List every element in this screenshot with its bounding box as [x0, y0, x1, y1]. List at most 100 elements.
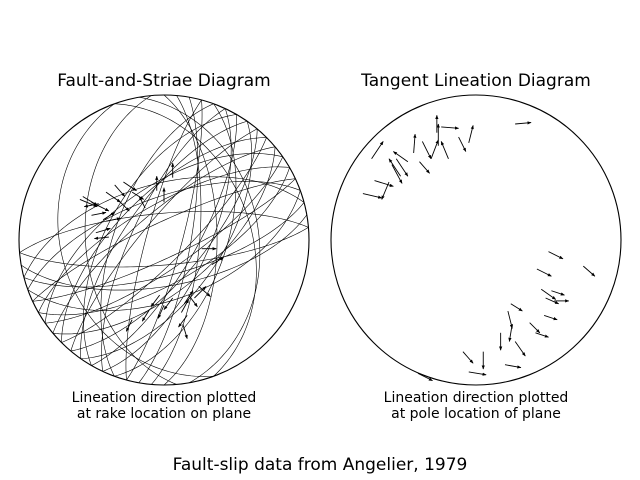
- striae-arrow: [211, 257, 224, 266]
- fault-plane-great-circle: [70, 128, 258, 352]
- striae-arrow: [79, 198, 98, 208]
- striae-arrow: [114, 184, 126, 197]
- striae-arrow: [93, 236, 109, 240]
- striae-arrow: [123, 181, 137, 192]
- lineation-arrow: [468, 125, 474, 143]
- fault-plane-great-circle: [83, 114, 237, 366]
- fault-striae-title: Fault-and-Striae Diagram: [57, 71, 271, 91]
- lineation-arrow: [544, 314, 558, 321]
- fault-plane-great-circle: [102, 108, 232, 372]
- fault-plane-great-circle: [19, 227, 309, 268]
- fault-plane-great-circle: [27, 181, 301, 290]
- striae-arrow: [95, 227, 111, 234]
- fault-plane-great-circle: [21, 214, 308, 291]
- lineation-arrow: [430, 139, 439, 159]
- striae-arrow: [163, 297, 174, 310]
- striae-arrow: [82, 196, 98, 206]
- striae-arrow: [194, 286, 207, 299]
- striae-arrow: [178, 315, 188, 328]
- lineation-arrow: [362, 193, 383, 199]
- lineation-arrow: [540, 288, 557, 300]
- lineation-arrow: [507, 310, 513, 329]
- lineation-arrow: [393, 151, 409, 163]
- fault-plane-great-circle: [114, 103, 237, 377]
- fault-plane-great-circle: [32, 178, 296, 302]
- lineation-arrow: [508, 324, 513, 342]
- lineation-arrow: [458, 136, 467, 152]
- striae-arrows-layer: [79, 162, 224, 339]
- striae-arrow: [150, 294, 161, 308]
- fault-planes-layer: [19, 95, 309, 385]
- lineation-arrow: [510, 303, 523, 312]
- striae-arrow: [91, 211, 107, 216]
- tangent-lineation-caption-line-2: at pole location of plane: [391, 406, 561, 422]
- lineation-arrow: [462, 351, 474, 364]
- lineation-arrow: [504, 364, 522, 369]
- striae-arrow: [102, 212, 116, 221]
- fault-plane-great-circle: [70, 128, 258, 352]
- lineation-arrow: [421, 141, 432, 160]
- fault-plane-great-circle: [52, 146, 276, 335]
- fault-plane-great-circle: [101, 108, 226, 372]
- fault-plane-great-circle: [100, 103, 214, 377]
- striae-arrow: [157, 305, 165, 319]
- fault-plane-great-circle: [52, 146, 276, 334]
- fault-striae-panel: Fault-and-Striae Diagram Lineation direc…: [18, 71, 310, 422]
- fault-plane-great-circle: [126, 99, 203, 381]
- stereonet-primitive-circle-left: [18, 94, 310, 386]
- fault-striae-caption-line-1: Lineation direction plotted: [72, 390, 257, 406]
- lineation-arrow: [515, 121, 532, 125]
- fault-plane-great-circle: [61, 137, 267, 343]
- tangent-lineation-caption-line-1: Lineation direction plotted: [384, 390, 569, 406]
- tangent-lineation-panel: Tangent Lineation Diagram Lineation dire…: [330, 71, 622, 422]
- striae-arrow: [138, 196, 146, 209]
- fault-plane-great-circle: [61, 137, 267, 343]
- lineation-arrow: [413, 133, 417, 154]
- lineation-arrow: [551, 290, 565, 296]
- fault-plane-great-circle: [138, 96, 261, 384]
- lineation-arrow: [514, 341, 526, 357]
- stereonet-primitive-circle-right: [330, 94, 622, 386]
- fault-plane-great-circle: [44, 153, 283, 324]
- lineation-arrow: [468, 371, 487, 376]
- fault-plane-great-circle: [23, 176, 305, 278]
- fault-plane-great-circle: [138, 97, 199, 383]
- striae-arrow: [181, 299, 190, 313]
- fault-plane-great-circle: [27, 190, 301, 311]
- lineation-arrow: [548, 251, 564, 260]
- striae-arrow: [117, 199, 130, 212]
- lineation-arrow: [536, 268, 552, 277]
- lineation-arrow: [395, 158, 409, 177]
- fault-plane-great-circle: [19, 211, 309, 253]
- lineation-arrow: [441, 126, 460, 130]
- fault-plane-great-circle: [84, 95, 177, 385]
- striae-arrow: [182, 323, 188, 339]
- striae-arrow: [125, 319, 133, 332]
- lineation-arrow: [535, 332, 549, 338]
- lineation-arrow: [371, 141, 384, 160]
- striae-arrow: [198, 286, 211, 297]
- lineation-arrow: [440, 141, 449, 159]
- lineation-arrow: [529, 322, 541, 334]
- fault-plane-great-circle: [23, 202, 305, 288]
- lineation-arrow: [419, 161, 430, 174]
- lineation-arrow: [374, 180, 394, 187]
- lineation-arrow: [388, 158, 401, 177]
- lineation-arrows-layer: [362, 114, 596, 382]
- striae-arrow: [105, 191, 121, 203]
- lineation-arrow: [583, 265, 596, 277]
- fault-striae-caption-line-2: at rake location on plane: [77, 406, 251, 422]
- fault-plane-great-circle: [91, 114, 237, 366]
- lineation-arrow: [545, 297, 560, 305]
- fault-plane-great-circle: [57, 103, 214, 377]
- lineation-arrow: [417, 372, 433, 382]
- tangent-lineation-title: Tangent Lineation Diagram: [360, 71, 591, 91]
- fault-plane-great-circle: [125, 99, 202, 381]
- striae-arrow: [105, 217, 121, 222]
- fault-plane-great-circle: [80, 121, 253, 360]
- lineation-arrow: [391, 164, 403, 184]
- figure-suptitle: Fault-slip data from Angelier, 1979: [173, 455, 468, 475]
- striae-arrow: [141, 309, 150, 322]
- fault-plane-great-circle: [38, 166, 290, 313]
